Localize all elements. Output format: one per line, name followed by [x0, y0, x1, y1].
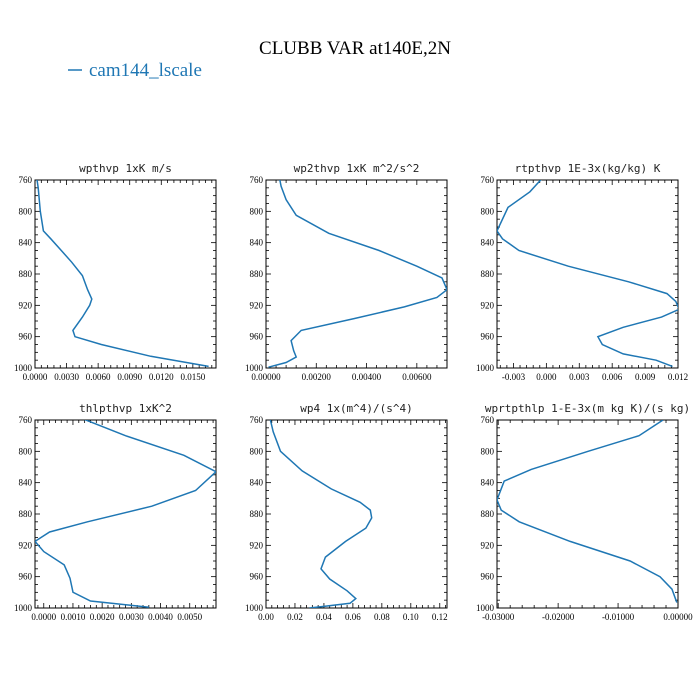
x-tick-label: 0.000 [536, 372, 557, 382]
y-tick-label: 960 [481, 332, 495, 342]
y-tick-label: 1000 [476, 603, 495, 613]
y-tick-label: 1000 [245, 363, 264, 373]
y-tick-label: 760 [250, 415, 264, 425]
y-tick-label: 920 [19, 540, 33, 550]
x-tick-label: 0.08 [374, 612, 390, 622]
panel-title: thlpthvp 1xK^2 [79, 402, 172, 415]
x-tick-label: 0.0010 [61, 612, 86, 622]
panel-3: rtpthvp 1E-3x(kg/kg) K 760 800 840 880 920 960… [476, 162, 688, 382]
x-tick-label: 0.0030 [119, 612, 144, 622]
y-tick-label: 920 [250, 300, 264, 310]
panel-1: wpthvp 1xK m/s76080084088092096010000.00… [14, 162, 217, 382]
panel-2: wp2thvp 1xK m^2/s^2 760 800 840 880 920 960 100… [245, 162, 448, 382]
y-tick-label: 1000 [476, 363, 495, 373]
y-tick-label: 760 [481, 175, 495, 185]
y-tick-label: 800 [19, 206, 33, 216]
x-tick-label: 0.06 [345, 612, 361, 622]
y-tick-label: 840 [481, 478, 495, 488]
x-tick-label: 0.00 [258, 612, 274, 622]
x-tick-label: -0.03000 [482, 612, 515, 622]
x-tick-label: 0.0040 [148, 612, 173, 622]
y-tick-label: 920 [250, 540, 264, 550]
x-tick-label: 0.0060 [86, 372, 111, 382]
x-tick-label: 0.0020 [90, 612, 115, 622]
series-line-cam144_lscale [497, 420, 678, 603]
x-tick-label: 0.0050 [177, 612, 202, 622]
y-tick-label: 920 [19, 300, 33, 310]
y-tick-label: 760 [19, 415, 33, 425]
x-tick-label: 0.00400 [352, 372, 382, 382]
y-tick-label: 960 [250, 572, 264, 582]
panel-title: rtpthvp 1E-3x(kg/kg) K [515, 162, 661, 175]
x-tick-label: 0.0150 [180, 372, 205, 382]
y-tick-label: 800 [481, 206, 495, 216]
x-tick-label: 0.0090 [117, 372, 142, 382]
panel-6: wprtpthlp 1-E-3x(m kg K)/(s kg)760 800 840… [476, 402, 693, 622]
panel-title: wp2thvp 1xK m^2/s^2 [294, 162, 420, 175]
x-tick-label: 0.00200 [302, 372, 332, 382]
y-tick-label: 1000 [14, 603, 33, 613]
series-line-cam144_lscale [269, 420, 373, 608]
y-tick-label: 1000 [14, 363, 33, 373]
y-tick-label: 840 [19, 478, 33, 488]
y-tick-label: 800 [481, 446, 495, 456]
y-tick-label: 960 [19, 572, 33, 582]
y-tick-label: 1000 [245, 603, 264, 613]
series-line-cam144_lscale [268, 180, 447, 368]
panel-4: thlpthvp 1xK^276080084088092096010000.00… [14, 402, 217, 622]
x-tick-label: 0.12 [432, 612, 448, 622]
y-tick-label: 880 [481, 509, 495, 519]
y-tick-label: 800 [19, 446, 33, 456]
x-tick-label: 0.04 [316, 612, 332, 622]
y-tick-label: 840 [481, 238, 495, 248]
legend-label: cam144_lscale [89, 60, 202, 81]
panel-grid: wpthvp 1xK m/s76080084088092096010000.00… [14, 162, 693, 622]
y-tick-label: 880 [250, 269, 264, 279]
x-tick-label: 0.0000 [23, 372, 48, 382]
figure-title: CLUBB VAR at140E,2N [259, 38, 451, 59]
x-tick-label: 0.00000 [251, 372, 281, 382]
x-tick-label: 0.006 [602, 372, 623, 382]
x-tick-label: 0.012 [668, 372, 688, 382]
y-tick-label: 800 [250, 206, 264, 216]
y-tick-label: 880 [481, 269, 495, 279]
series-line-cam144_lscale [35, 420, 216, 608]
y-tick-label: 960 [250, 332, 264, 342]
y-tick-label: 920 [481, 540, 495, 550]
x-tick-label: 0.003 [569, 372, 590, 382]
y-tick-label: 880 [19, 509, 33, 519]
panel-title: wprtpthlp 1-E-3x(m kg K)/(s kg) [485, 402, 690, 415]
y-tick-label: 840 [250, 478, 264, 488]
y-tick-label: 920 [481, 300, 495, 310]
series-line-cam144_lscale [497, 180, 678, 368]
x-tick-label: 0.0030 [54, 372, 79, 382]
x-tick-label: 0.0120 [149, 372, 174, 382]
x-tick-label: 0.009 [635, 372, 656, 382]
y-tick-label: 840 [250, 238, 264, 248]
y-tick-label: 840 [19, 238, 33, 248]
x-tick-label: 0.00000 [663, 612, 693, 622]
y-tick-label: 800 [250, 446, 264, 456]
y-tick-label: 880 [19, 269, 33, 279]
y-tick-label: 880 [250, 509, 264, 519]
legend: cam144_lscale [68, 60, 202, 81]
x-tick-label: -0.02000 [542, 612, 575, 622]
y-tick-label: 760 [481, 415, 495, 425]
y-tick-label: 960 [481, 572, 495, 582]
x-tick-label: -0.01000 [602, 612, 635, 622]
y-tick-label: 760 [250, 175, 264, 185]
x-tick-label: 0.02 [287, 612, 303, 622]
x-tick-label: 0.0000 [31, 612, 56, 622]
x-tick-label: 0.10 [403, 612, 419, 622]
series-line-cam144_lscale [36, 180, 209, 368]
panel-title: wp4 1x(m^4)/(s^4) [300, 402, 413, 415]
panel-title: wpthvp 1xK m/s [79, 162, 172, 175]
y-tick-label: 960 [19, 332, 33, 342]
panel-5: wp4 1x(m^4)/(s^4)76080084088092096010000… [245, 402, 448, 622]
y-tick-label: 760 [19, 175, 33, 185]
x-tick-label: 0.00600 [402, 372, 432, 382]
x-tick-label: -0.003 [502, 372, 526, 382]
